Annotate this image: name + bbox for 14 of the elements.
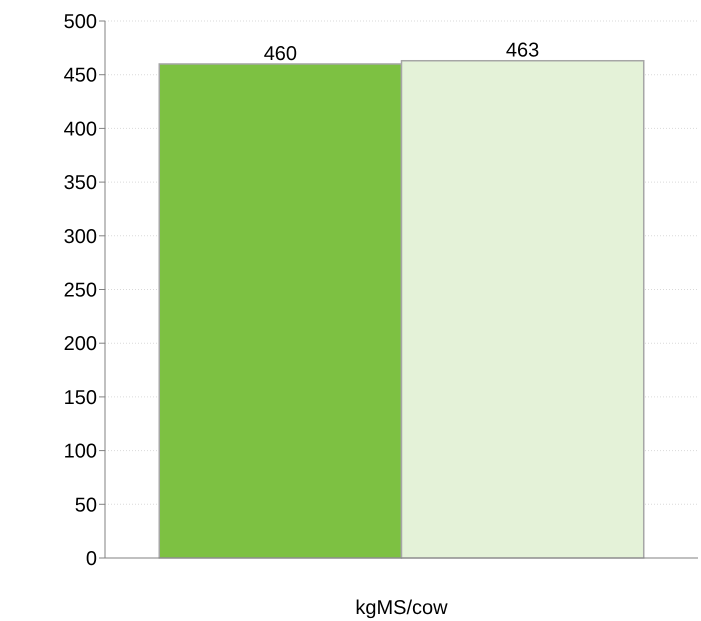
y-tick-label: 200 — [64, 333, 97, 356]
y-tick-label: 100 — [64, 440, 97, 463]
y-tick-label: 400 — [64, 118, 97, 140]
y-tick-label: 250 — [64, 280, 97, 302]
y-tick-label: 300 — [64, 226, 97, 248]
y-tick-label: 450 — [64, 64, 97, 87]
y-tick-label: 350 — [64, 172, 97, 194]
x-tick-label: kgMS/cow — [355, 597, 448, 619]
y-tick-label: 500 — [64, 11, 97, 33]
y-tick-label: 50 — [74, 494, 97, 516]
data-label: 460 — [264, 42, 298, 65]
y-tick-label: 0 — [86, 548, 97, 570]
y-tick-label: 150 — [64, 386, 97, 409]
data-label: 463 — [506, 40, 540, 62]
